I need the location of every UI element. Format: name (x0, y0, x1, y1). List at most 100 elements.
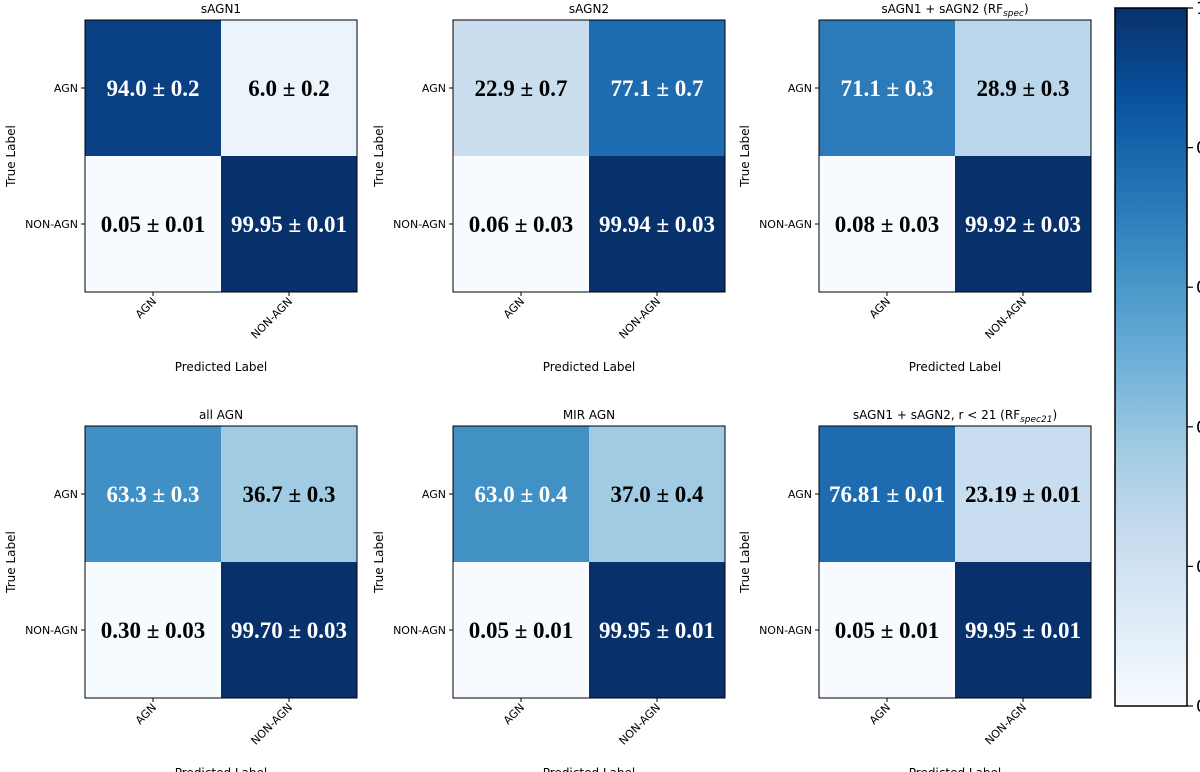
cell-value-label: 63.0 ± 0.4 (474, 482, 568, 507)
heatmap-cell (589, 562, 725, 698)
panel-title: sAGN1 (201, 2, 241, 16)
heatmap-cell (453, 426, 589, 562)
x-tick-label: AGN (867, 295, 893, 321)
y-tick-label: AGN (422, 82, 446, 95)
y-axis-label: True Label (4, 531, 18, 594)
heatmap-cell (589, 426, 725, 562)
matrix-frame (818, 19, 1092, 293)
y-axis-label: True Label (372, 125, 386, 188)
y-tick-label: AGN (54, 82, 78, 95)
y-tick-label: NON-AGN (759, 624, 812, 637)
panel-3: sAGN1 + sAGN2 (RFspec) 71.1 ± 0.3 28.9 ± 0… (738, 2, 1092, 374)
colorbar-tick-label: 0.0 (1196, 697, 1200, 717)
heatmap-cell (955, 562, 1091, 698)
y-tick-label: AGN (788, 488, 812, 501)
panel-5: MIR AGN 63.0 ± 0.4 37.0 ± 0.4 0.05 ± 0.01 99… (372, 408, 726, 772)
matrix-frame (818, 425, 1092, 699)
y-tick-label: AGN (54, 488, 78, 501)
cell-value-label: 99.95 ± 0.01 (599, 618, 715, 643)
cell-value-label: 0.05 ± 0.01 (835, 618, 940, 643)
heatmap-cell (85, 156, 221, 292)
x-axis-label: Predicted Label (909, 766, 1002, 772)
heatmap-cell (221, 562, 357, 698)
matrix-frame (84, 425, 358, 699)
panel-title: sAGN1 + sAGN2 (RFspec) (881, 2, 1028, 19)
y-tick-label: AGN (788, 82, 812, 95)
colorbar: 0.0 0.2 0.4 0.6 0.8 1.0 (1114, 0, 1200, 717)
cell-value-label: 0.30 ± 0.03 (101, 618, 206, 643)
heatmap-cell (955, 426, 1091, 562)
cell-value-label: 99.95 ± 0.01 (965, 618, 1081, 643)
cell-value-label: 71.1 ± 0.3 (840, 76, 933, 101)
cell-value-label: 0.05 ± 0.01 (101, 212, 206, 237)
cell-value-label: 99.92 ± 0.03 (965, 212, 1081, 237)
x-axis-label: Predicted Label (543, 360, 636, 374)
heatmap-cell (85, 426, 221, 562)
panel-4: all AGN 63.3 ± 0.3 36.7 ± 0.3 0.30 ± 0.03 99… (4, 408, 358, 772)
cell-value-label: 77.1 ± 0.7 (610, 76, 703, 101)
heatmap-cell (819, 156, 955, 292)
x-tick-label: AGN (133, 701, 159, 727)
colorbar-gradient (1114, 7, 1188, 707)
cell-value-label: 28.9 ± 0.3 (976, 76, 1069, 101)
matrix-frame (452, 19, 726, 293)
x-tick-label: AGN (133, 295, 159, 321)
panels-layer: sAGN1 94.0 ± 0.2 6.0 ± 0.2 0.05 ± 0.01 99.95… (4, 2, 1092, 772)
x-tick-label: NON-AGN (982, 701, 1029, 748)
heatmap-cell (819, 562, 955, 698)
cell-value-label: 99.95 ± 0.01 (231, 212, 347, 237)
x-tick-label: NON-AGN (248, 701, 295, 748)
cell-value-label: 99.94 ± 0.03 (599, 212, 715, 237)
heatmap-cell (819, 426, 955, 562)
x-axis-label: Predicted Label (175, 360, 268, 374)
heatmap-cell (221, 156, 357, 292)
colorbar-tick-label: 0.6 (1196, 278, 1200, 298)
x-tick-label: AGN (867, 701, 893, 727)
y-tick-label: NON-AGN (25, 624, 78, 637)
cell-value-label: 99.70 ± 0.03 (231, 618, 347, 643)
heatmap-cell (589, 156, 725, 292)
cell-value-label: 6.0 ± 0.2 (248, 76, 330, 101)
y-tick-label: NON-AGN (25, 218, 78, 231)
cell-value-label: 37.0 ± 0.4 (610, 482, 704, 507)
panel-title: MIR AGN (563, 408, 615, 422)
x-tick-label: NON-AGN (982, 295, 1029, 342)
matrix-frame (452, 425, 726, 699)
panel-1: sAGN1 94.0 ± 0.2 6.0 ± 0.2 0.05 ± 0.01 99.95… (4, 2, 358, 374)
x-tick-label: NON-AGN (248, 295, 295, 342)
cell-value-label: 0.08 ± 0.03 (835, 212, 940, 237)
heatmap-cell (85, 562, 221, 698)
x-tick-label: NON-AGN (616, 295, 663, 342)
x-axis-label: Predicted Label (909, 360, 1002, 374)
x-tick-label: AGN (501, 701, 527, 727)
heatmap-cell (85, 20, 221, 156)
heatmap-cell (955, 156, 1091, 292)
heatmap-cell (453, 156, 589, 292)
cell-value-label: 63.3 ± 0.3 (106, 482, 199, 507)
cell-value-label: 23.19 ± 0.01 (965, 482, 1081, 507)
heatmap-cell (955, 20, 1091, 156)
y-axis-label: True Label (738, 531, 752, 594)
panel-2: sAGN2 22.9 ± 0.7 77.1 ± 0.7 0.06 ± 0.03 99.9… (372, 2, 726, 374)
cell-value-label: 22.9 ± 0.7 (474, 76, 567, 101)
heatmap-cell (453, 562, 589, 698)
cell-value-label: 36.7 ± 0.3 (242, 482, 335, 507)
panel-title: all AGN (199, 408, 243, 422)
heatmap-cell (819, 20, 955, 156)
panel-title: sAGN2 (569, 2, 609, 16)
heatmap-cell (221, 426, 357, 562)
heatmap-cell (453, 20, 589, 156)
cell-value-label: 0.05 ± 0.01 (469, 618, 574, 643)
colorbar-tick-label: 0.2 (1196, 557, 1200, 577)
y-axis-label: True Label (372, 531, 386, 594)
y-tick-label: NON-AGN (393, 218, 446, 231)
heatmap-cell (589, 20, 725, 156)
colorbar-tick-label: 0.8 (1196, 139, 1200, 159)
y-tick-label: NON-AGN (759, 218, 812, 231)
y-axis-label: True Label (738, 125, 752, 188)
y-tick-label: AGN (422, 488, 446, 501)
y-tick-label: NON-AGN (393, 624, 446, 637)
x-tick-label: NON-AGN (616, 701, 663, 748)
x-axis-label: Predicted Label (543, 766, 636, 772)
